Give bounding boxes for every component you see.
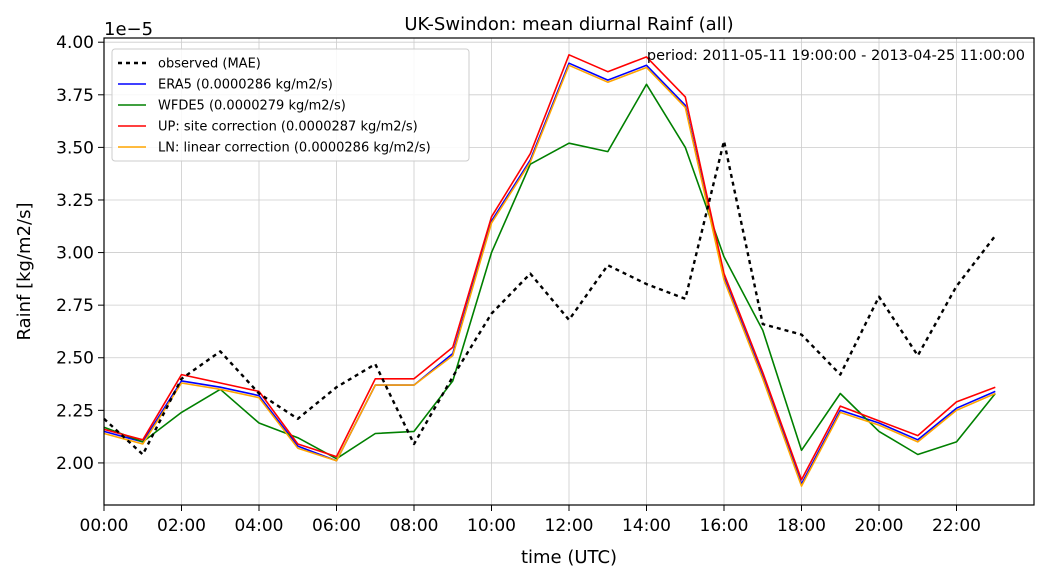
y-tick-label: 3.00 [56, 244, 94, 264]
x-tick-label: 20:00 [855, 516, 904, 536]
series-line-3 [103, 53, 996, 481]
x-tick-label: 08:00 [390, 516, 439, 536]
x-tick-label: 10:00 [467, 516, 516, 536]
x-tick-label: 00:00 [80, 516, 129, 536]
legend-box [111, 48, 470, 162]
legend-label: LN: linear correction (0.0000286 kg/m2/s… [158, 141, 431, 156]
legend-label: WFDE5 (0.0000279 kg/m2/s) [158, 99, 346, 114]
y-tick-label: 3.50 [56, 138, 94, 158]
x-tick-label: 22:00 [932, 516, 981, 536]
ticks: 00:00 02:00 04:00 06:00 08:00 10:00 12:00 14:00… [56, 33, 981, 536]
x-tick-label: 12:00 [545, 516, 594, 536]
legend-label: observed (MAE) [158, 57, 261, 72]
x-tick-label: 16:00 [700, 516, 749, 536]
series-line-0 [103, 139, 997, 456]
legend-label: ERA5 (0.0000286 kg/m2/s) [158, 78, 333, 93]
series-line-2 [103, 83, 996, 460]
x-tick-label: 04:00 [235, 516, 284, 536]
x-tick-label: 14:00 [622, 516, 671, 536]
legend: observed (MAE) ERA5 (0.0000286 kg/m2/s) WF… [111, 48, 470, 162]
y-axis-label: Rainf [kg/m2/s] [14, 203, 35, 341]
x-tick-label: 06:00 [312, 516, 361, 536]
period-annotation: period: 2011-05-11 19:00:00 - 2013-04-25… [647, 48, 1025, 64]
y-tick-label: 2.75 [56, 296, 94, 316]
y-offset-label: 1e−5 [104, 19, 153, 40]
y-tick-label: 3.75 [56, 86, 94, 106]
x-axis-label: time (UTC) [521, 547, 617, 568]
x-tick-label: 02:00 [157, 516, 206, 536]
y-tick-label: 2.50 [56, 349, 94, 369]
y-tick-label: 2.00 [56, 454, 94, 474]
y-tick-label: 3.25 [56, 191, 94, 211]
y-tick-label: 2.25 [56, 401, 94, 421]
chart-title: UK-Swindon: mean diurnal Rainf (all) [404, 14, 733, 35]
x-tick-label: 18:00 [777, 516, 826, 536]
legend-label: UP: site correction (0.0000287 kg/m2/s) [158, 120, 418, 135]
series-group [103, 53, 997, 487]
series-line-4 [103, 64, 996, 487]
y-tick-label: 4.00 [56, 33, 94, 53]
